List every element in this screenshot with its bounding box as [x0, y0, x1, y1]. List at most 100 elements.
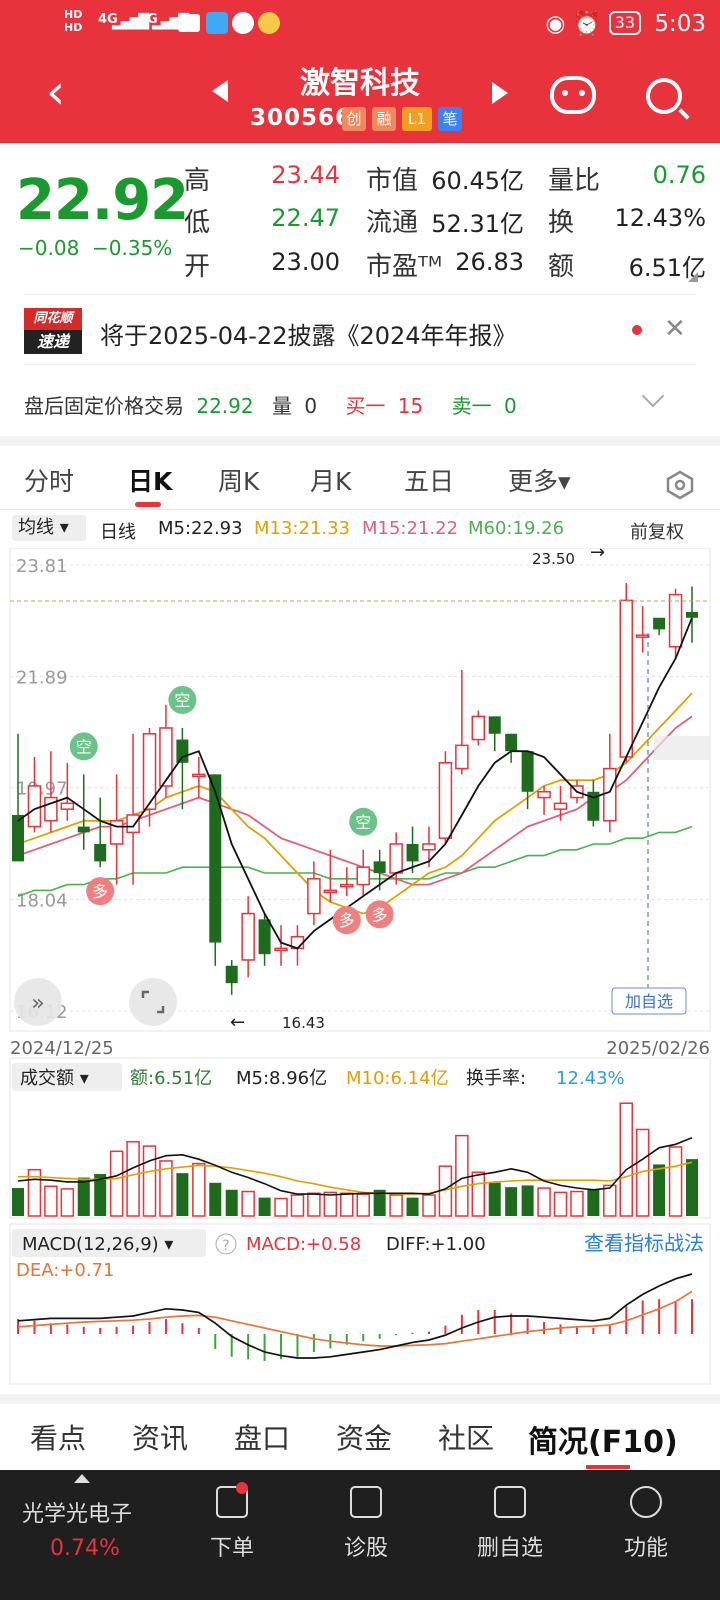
settings-hex-icon[interactable]	[665, 470, 695, 500]
volume-bar	[241, 1190, 255, 1217]
volume-bar	[274, 1197, 288, 1217]
volume-bar	[94, 1174, 107, 1216]
tab-funds[interactable]: 资金	[336, 1422, 393, 1455]
fullscreen-icon	[141, 990, 165, 1014]
price-panel	[9, 548, 711, 1032]
add-watch-label[interactable]: 加自选	[625, 992, 673, 1011]
diff-line	[17, 1273, 693, 1359]
volume-select-label[interactable]: 成交额 ▾	[20, 1068, 89, 1089]
volume-ratio-value: 0.76	[652, 161, 706, 189]
nav-diagnose[interactable]: 诊股	[343, 1536, 388, 1561]
candle-body	[176, 739, 189, 763]
macd-select-label[interactable]: MACD(12,26,9) ▾	[22, 1234, 173, 1255]
menu-icon[interactable]	[630, 1486, 662, 1518]
volume-bar	[619, 1102, 633, 1217]
volume-bars	[12, 1102, 698, 1217]
prev-stock-icon[interactable]	[212, 80, 228, 102]
volume-bar	[77, 1177, 90, 1216]
indicator-strategy-link[interactable]: 查看指标战法	[584, 1231, 704, 1255]
volume-ma-lines	[17, 1136, 693, 1196]
tag-l1: L1	[402, 107, 432, 131]
tab-community[interactable]: 社区	[438, 1422, 495, 1455]
open-value: 23.00	[271, 248, 340, 276]
amount-label: 额	[548, 252, 575, 282]
add-watch-button[interactable]	[611, 987, 687, 1015]
after-hours-row[interactable]: 盘后固定价格交易 22.92 量 0 买一 15 卖一 0	[24, 390, 517, 419]
ma60-path	[17, 825, 693, 897]
robot-assistant-icon[interactable]	[550, 76, 596, 114]
candle-body	[686, 611, 698, 618]
signal-label: 多	[372, 905, 388, 924]
tab-monthly-k[interactable]: 月K	[310, 467, 352, 496]
back-chevron-icon[interactable]: ‹	[46, 64, 66, 120]
close-icon[interactable]: ✕	[664, 314, 686, 344]
open-label: 开	[184, 252, 211, 282]
remove-watch-icon[interactable]	[494, 1486, 526, 1518]
help-icon[interactable]	[215, 1233, 237, 1255]
candle-body	[126, 814, 140, 834]
chevron-down-icon[interactable]	[641, 384, 665, 408]
volume-bar	[505, 1187, 518, 1216]
float-label: 流通	[366, 208, 419, 238]
candle-body	[27, 785, 42, 828]
signal-markers: 空多空空多多	[69, 685, 394, 935]
high-value: 23.44	[271, 161, 340, 189]
candle-body	[225, 965, 238, 984]
nav-remove-watch[interactable]: 删自选	[476, 1536, 543, 1561]
notice-text[interactable]: 将于2025-04-22披露《2024年年报》	[100, 322, 517, 350]
volume-bar	[126, 1140, 140, 1217]
volume-bar	[340, 1192, 354, 1217]
tab-highlights[interactable]: 看点	[30, 1422, 87, 1455]
next-stock-icon[interactable]	[492, 82, 508, 104]
signal-marker	[69, 732, 98, 761]
macd-select[interactable]	[12, 1229, 206, 1257]
tab-news[interactable]: 资讯	[132, 1422, 189, 1455]
signal-bars-icon: ▂▄▆█	[112, 14, 149, 30]
volume-bar	[587, 1188, 600, 1216]
tab-weekly-k[interactable]: 周K	[218, 467, 260, 496]
search-icon[interactable]	[646, 78, 682, 114]
candle-body	[668, 593, 683, 648]
order-icon[interactable]	[216, 1486, 248, 1518]
double-chevron-icon: »	[31, 991, 44, 1016]
tab-daily-k[interactable]: 日K	[128, 467, 173, 496]
active-tab-indicator	[135, 502, 161, 507]
candle-body	[373, 861, 386, 873]
tab-f10[interactable]: 简况(F10)	[528, 1425, 678, 1460]
price-change: −0.08	[18, 236, 80, 260]
candle-body	[471, 715, 486, 741]
caret-up-icon[interactable]	[74, 1474, 90, 1483]
section-divider	[0, 1394, 720, 1404]
nav-order[interactable]: 下单	[209, 1536, 254, 1561]
volume-bar	[686, 1159, 698, 1216]
vol-turn-value: 12.43%	[556, 1068, 625, 1089]
expand-quote-icon[interactable]	[688, 272, 698, 282]
candle-body	[142, 733, 157, 810]
volume-bar	[653, 1164, 666, 1216]
tab-orderbook[interactable]: 盘口	[234, 1422, 291, 1455]
low-marker-arrow: ←	[230, 1012, 245, 1033]
active-tab-indicator	[586, 1465, 630, 1469]
indicator-select[interactable]: 均线 ▾	[12, 515, 86, 541]
volume-ratio-label: 量比	[548, 166, 601, 196]
fast-forward-button[interactable]	[14, 978, 62, 1026]
tab-more[interactable]: 更多▾	[508, 467, 571, 496]
tab-five-day[interactable]: 五日	[404, 467, 455, 496]
adjust-type[interactable]: 前复权	[630, 522, 684, 543]
bottom-nav	[0, 1470, 720, 1600]
nav-functions[interactable]: 功能	[623, 1536, 668, 1561]
pe-value: 26.83	[455, 248, 524, 276]
volume-bar	[603, 1184, 617, 1217]
volume-select[interactable]	[12, 1063, 122, 1091]
float-value: 52.31亿	[431, 210, 524, 238]
y-tick-label: 23.81	[16, 556, 68, 577]
candle-body	[406, 843, 419, 862]
diagnose-icon[interactable]	[350, 1486, 382, 1518]
tab-intraday[interactable]: 分时	[24, 467, 75, 496]
fullscreen-button[interactable]	[129, 978, 177, 1026]
candle-body	[258, 919, 271, 955]
x-end-date: 2025/02/26	[606, 1038, 710, 1059]
high-marker-label: 23.50	[532, 550, 575, 568]
sector-name[interactable]: 光学光电子	[22, 1502, 133, 1527]
